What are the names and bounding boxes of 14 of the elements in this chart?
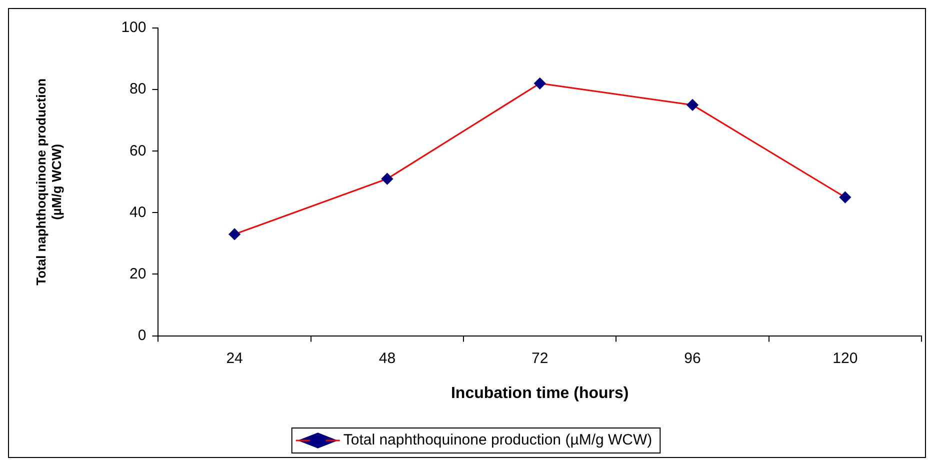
y-tick-label: 100 <box>121 19 146 36</box>
x-tick-label: 96 <box>684 350 701 367</box>
x-axis-title: Incubation time (hours) <box>450 384 629 402</box>
y-tick-label: 20 <box>130 265 146 282</box>
y-tick-label: 0 <box>138 326 146 344</box>
y-axis-title: Total naphthoquinone production (µM/g WCW) <box>33 78 64 286</box>
x-tick-label: 48 <box>378 350 396 367</box>
y-tick-label: 60 <box>130 142 146 160</box>
y-tick-label: 80 <box>130 80 146 98</box>
x-tick-label: 120 <box>832 350 858 367</box>
x-tick-label: 24 <box>226 350 243 367</box>
legend-label: Total naphthoquinone production (µM/g WCW) <box>343 432 652 449</box>
x-tick-label: 72 <box>532 350 548 367</box>
y-tick-label: 40 <box>130 204 146 221</box>
